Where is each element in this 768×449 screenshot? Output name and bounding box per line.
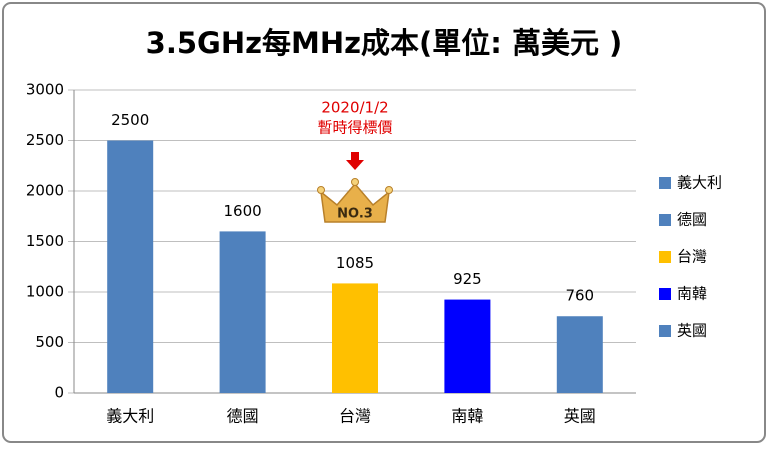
legend-label: 義大利 [677,174,722,192]
legend-label: 南韓 [677,285,707,303]
bar [107,140,154,393]
x-tick-label: 英國 [564,407,596,426]
bar [332,283,378,393]
data-label: 2500 [111,111,149,129]
bar [556,316,603,393]
bar [444,299,491,393]
data-label: 760 [565,287,594,305]
legend-swatch [659,214,671,226]
legend-label: 台灣 [677,248,707,266]
crown-badge: NO.3 [337,207,373,222]
x-tick-label: 德國 [227,407,259,426]
data-label: 1085 [336,254,374,272]
y-tick-label: 2000 [26,182,64,200]
y-tick-label: 3000 [26,81,64,99]
y-tick-label: 1000 [26,283,64,301]
crown-jewel [385,186,393,194]
data-label: 925 [453,270,482,288]
arrow-head [346,160,364,170]
legend-label: 英國 [677,322,707,340]
x-tick-label: 台灣 [339,407,371,426]
y-tick-label: 1500 [26,232,64,250]
arrow-shaft [351,152,359,160]
data-label: 1600 [224,202,262,220]
crown-jewel [317,186,325,194]
y-tick-label: 2500 [26,131,64,149]
legend-swatch [659,288,671,300]
annotation-text: 2020/1/2 [321,99,388,117]
y-tick-label: 0 [54,384,64,402]
legend-swatch [659,251,671,263]
crown-jewel [351,178,359,186]
y-tick-label: 500 [35,333,64,351]
bar [219,231,266,393]
x-tick-label: 南韓 [451,407,483,426]
legend-label: 德國 [677,211,707,229]
chart-title: 3.5GHz每MHz成本(單位: 萬美元 ) [146,26,623,60]
x-tick-label: 義大利 [106,407,154,426]
crown [320,182,390,223]
legend-swatch [659,177,671,189]
legend-swatch [659,325,671,337]
annotation-text: 暫時得標價 [317,119,392,137]
